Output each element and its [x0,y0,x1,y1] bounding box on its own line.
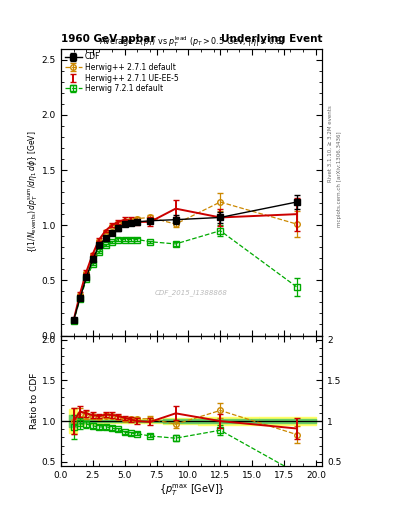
Legend: CDF, Herwig++ 2.7.1 default, Herwig++ 2.7.1 UE-EE-5, Herwig 7.2.1 default: CDF, Herwig++ 2.7.1 default, Herwig++ 2.… [63,51,180,95]
Text: Rivet 3.1.10, ≥ 3.2M events: Rivet 3.1.10, ≥ 3.2M events [328,105,333,182]
Y-axis label: $\{(1/N_\mathrm{events})\, dp_T^\mathrm{sum}/d\eta_1\, d\phi\}$ [GeV]: $\{(1/N_\mathrm{events})\, dp_T^\mathrm{… [27,131,40,253]
Text: mcplots.cern.ch [arXiv:1306.3436]: mcplots.cern.ch [arXiv:1306.3436] [337,132,342,227]
Text: 1960 GeV ppbar: 1960 GeV ppbar [61,33,155,44]
X-axis label: $\{p_T^\mathrm{max}$ [GeV]$\}$: $\{p_T^\mathrm{max}$ [GeV]$\}$ [159,482,224,498]
Y-axis label: Ratio to CDF: Ratio to CDF [30,373,39,429]
Text: CDF_2015_I1388868: CDF_2015_I1388868 [155,289,228,296]
Text: Underlying Event: Underlying Event [221,33,322,44]
Title: Average $\Sigma(p_T)$ vs $p_T^\mathrm{lead}$ ($p_T > 0.5$ GeV, $|\eta| < 0.8$): Average $\Sigma(p_T)$ vs $p_T^\mathrm{le… [99,34,285,49]
